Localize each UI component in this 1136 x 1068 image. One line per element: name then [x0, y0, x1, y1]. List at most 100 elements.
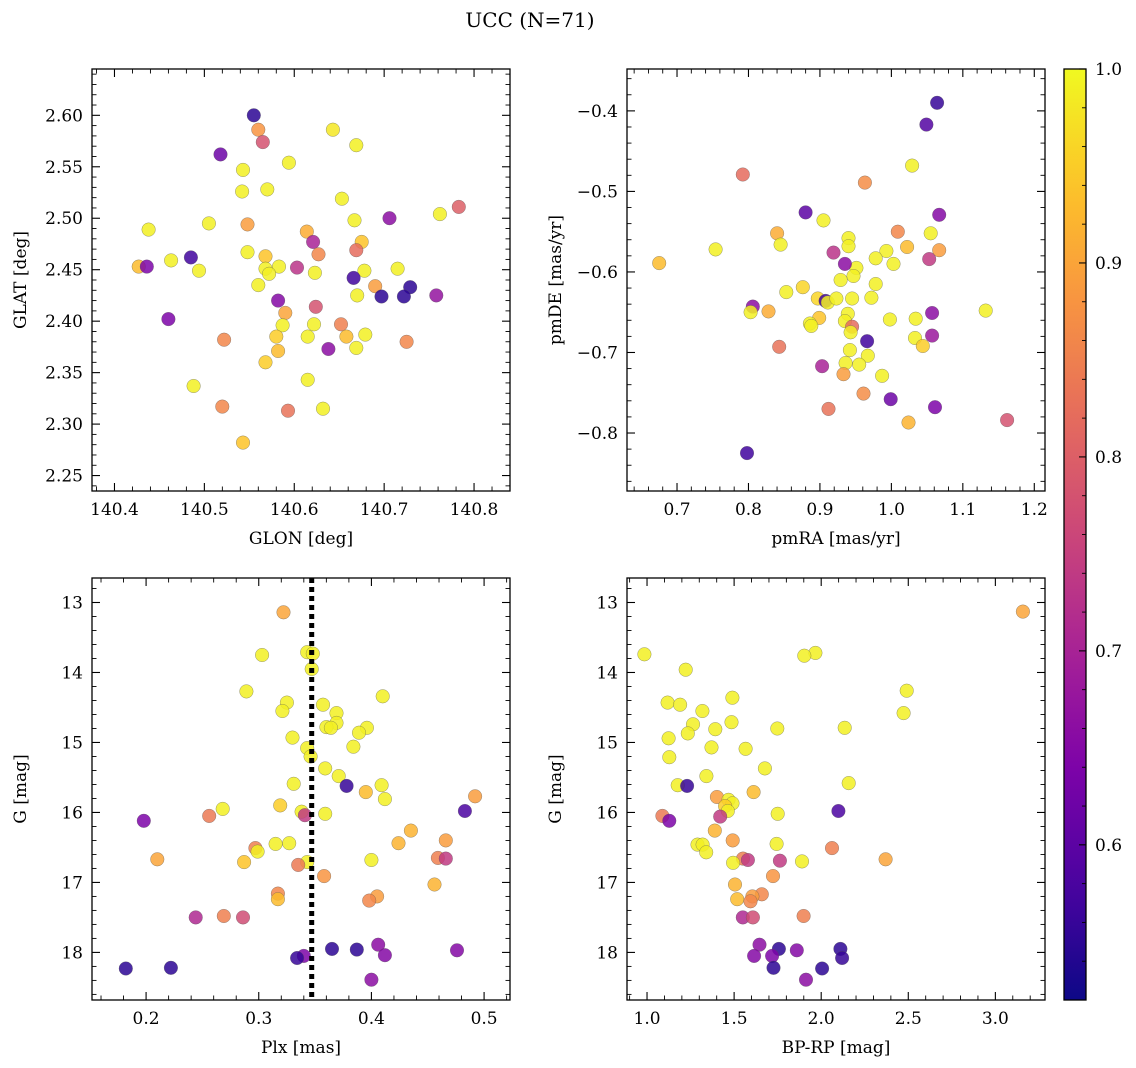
data-point: [351, 725, 367, 740]
data-point: [868, 251, 883, 266]
data-point: [317, 869, 332, 884]
data-point: [727, 877, 743, 892]
tick-marks: [92, 578, 510, 1000]
data-point: [905, 158, 920, 173]
panel-glon-glat: 140.4 140.5 140.6 140.7 140.8 2.25 2.30 2.35 2.4…: [11, 68, 511, 549]
data-point: [334, 191, 349, 206]
data-point: [841, 776, 856, 791]
y-axis-label: pmDE [mas/yr]: [546, 215, 566, 345]
data-point: [826, 245, 841, 260]
data-point: [362, 893, 377, 908]
y-tick-label: 18: [61, 943, 83, 963]
data-point: [273, 798, 288, 813]
data-point: [331, 769, 346, 784]
y-axis-label: G [mag]: [11, 754, 31, 823]
x-tick-label: 1.1: [949, 500, 976, 520]
data-point: [773, 237, 788, 252]
data-point: [740, 852, 755, 868]
data-point: [306, 234, 321, 249]
data-point: [1000, 413, 1015, 428]
data-point: [374, 289, 389, 304]
x-tick-label: 2.0: [808, 1009, 835, 1029]
y-tick-label: 2.30: [45, 415, 83, 435]
figure-title: UCC (N=71): [465, 8, 594, 32]
data-point: [391, 836, 406, 851]
data-point: [789, 943, 804, 958]
data-point: [637, 647, 652, 662]
data-point: [908, 311, 923, 326]
x-tick-label: 140.4: [90, 500, 139, 520]
data-point: [695, 703, 710, 719]
data-point: [745, 910, 760, 925]
data-point: [346, 739, 361, 754]
data-point: [262, 266, 277, 281]
data-point: [364, 852, 379, 868]
data-point: [315, 697, 331, 712]
y-tick-label: 2.45: [45, 261, 83, 281]
data-point: [318, 806, 333, 821]
data-point: [346, 270, 361, 285]
data-point: [260, 182, 275, 197]
data-point: [217, 332, 232, 347]
y-axis-label: G [mag]: [546, 754, 566, 823]
data-point: [271, 343, 286, 359]
x-tick-label: 0.7: [663, 500, 690, 520]
data-point: [271, 259, 287, 274]
axes-frame: [626, 577, 1046, 1001]
data-point: [251, 278, 266, 293]
data-point: [860, 348, 875, 363]
data-point: [432, 207, 447, 222]
data-point: [835, 950, 850, 966]
data-point: [882, 312, 897, 327]
data-point: [868, 276, 883, 292]
x-axis-label: Plx [mas]: [261, 1038, 341, 1058]
data-point: [306, 317, 322, 332]
data-point: [358, 785, 373, 800]
data-point: [325, 122, 340, 137]
data-point: [202, 808, 217, 823]
data-point: [323, 720, 338, 735]
panel-plx-g: 0.2 0.3 0.4 0.5 13 14 15 16 17 18 Plx [mas] G [mag]: [11, 577, 511, 1058]
data-point: [374, 778, 389, 793]
data-point: [215, 399, 230, 414]
tick-marks: [627, 69, 1045, 491]
tick-marks: [627, 578, 1045, 1000]
data-point: [377, 792, 392, 807]
data-point: [726, 855, 741, 870]
data-point: [307, 265, 322, 280]
y-tick-label: 2.50: [45, 209, 83, 229]
data-point: [804, 318, 819, 333]
data-point: [275, 318, 290, 333]
data-point: [347, 213, 362, 228]
data-point: [438, 833, 453, 848]
data-point: [875, 368, 890, 383]
data-point: [215, 801, 230, 816]
data-point: [280, 403, 296, 418]
data-point: [770, 721, 785, 736]
data-point: [678, 662, 693, 677]
data-point: [164, 253, 179, 268]
data-point: [139, 259, 154, 274]
y-tick-label: 14: [61, 663, 83, 683]
data-point: [268, 836, 283, 851]
data-point: [141, 222, 156, 237]
data-point: [364, 972, 379, 987]
data-point: [235, 910, 251, 925]
colorbar-tick-label: 0.9: [1095, 254, 1122, 274]
data-point: [188, 910, 203, 925]
data-point: [300, 329, 315, 344]
data-point: [797, 648, 812, 663]
data-point: [757, 761, 772, 776]
data-point: [772, 339, 787, 354]
data-point: [299, 224, 314, 239]
data-point: [662, 813, 677, 828]
data-point: [925, 328, 940, 343]
data-point: [747, 948, 762, 963]
x-tick-label: 1.5: [721, 1009, 748, 1029]
data-point: [300, 372, 315, 387]
data-point: [725, 833, 740, 848]
data-point: [841, 239, 856, 254]
data-point: [235, 162, 251, 177]
data-point: [725, 690, 740, 705]
axes-frame: [91, 577, 511, 1001]
